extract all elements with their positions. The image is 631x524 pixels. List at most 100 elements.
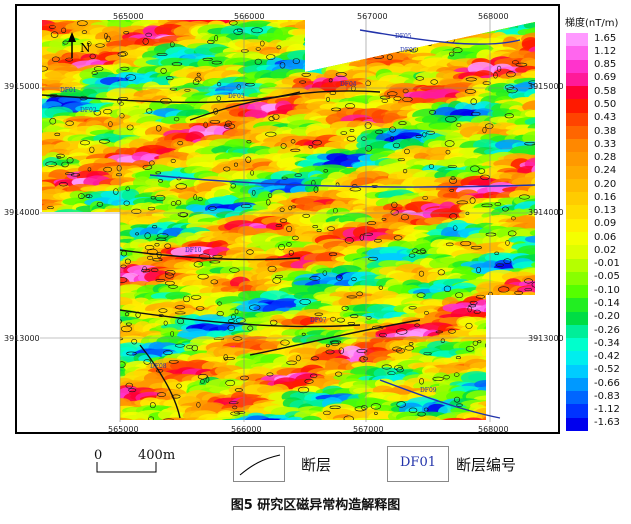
fault-code-sample: DF01 — [400, 455, 436, 470]
colorbar-value: 0.85 — [594, 59, 617, 71]
colorbar-value: 0.58 — [594, 85, 617, 97]
colorbar-labels: 1.65 1.12 0.85 0.69 0.58 0.50 0.43 0.38 0.33 0.28… — [594, 33, 631, 431]
colorbar-value: 0.24 — [594, 165, 617, 177]
fault-line — [379, 379, 501, 419]
colorbar-swatch — [566, 245, 588, 260]
colorbar-swatch — [566, 351, 588, 366]
y-tick-right-3: 3913000 — [528, 334, 564, 343]
y-tick-left-3: 3913000 — [4, 334, 40, 343]
colorbar-value: -0.14 — [594, 297, 620, 309]
colorbar-swatch — [566, 391, 588, 405]
colorbar-swatch — [566, 33, 588, 47]
fault-label: DF04 — [340, 81, 357, 88]
fault-label: DF10 — [185, 247, 202, 254]
colorbar-swatch — [566, 285, 588, 299]
colorbar-swatch — [566, 364, 588, 379]
colorbar-swatch — [566, 404, 588, 419]
fault-label: DF09 — [420, 387, 437, 394]
colorbar-value: -0.52 — [594, 364, 620, 376]
colorbar-value: -0.20 — [594, 311, 620, 323]
y-tick-right-2: 3914000 — [528, 208, 564, 217]
colorbar-value: -0.83 — [594, 390, 620, 402]
fault-line — [119, 309, 361, 328]
scale-bar — [96, 462, 157, 473]
colorbar-value: 0.13 — [594, 205, 617, 217]
x-tick-bottom-3: 567000 — [353, 425, 384, 434]
colorbar-swatch — [566, 338, 588, 352]
colorbar-value: -1.12 — [594, 404, 620, 416]
colorbar-swatch — [566, 218, 588, 233]
colorbar-value: 0.02 — [594, 244, 617, 256]
colorbar-swatch — [566, 139, 588, 153]
colorbar-value: -0.05 — [594, 271, 620, 283]
colorbar-value: 0.50 — [594, 98, 617, 110]
fault-label: DF07 — [310, 317, 327, 324]
colorbar-swatch — [566, 59, 588, 74]
colorbar-swatch — [566, 86, 588, 100]
colorbar-swatch — [566, 311, 588, 326]
colorbar-value: 0.06 — [594, 231, 617, 243]
colorbar-value: 0.09 — [594, 218, 617, 230]
x-tick-top-2: 566000 — [234, 12, 265, 21]
colorbar-swatch — [566, 271, 588, 286]
colorbar-value: 0.33 — [594, 138, 617, 150]
colorbar-swatch — [566, 46, 588, 61]
fault-lines: DF01 DF02 DF03 DF04 DF05 DF06 DF07 DF08 DF09 DF10 — [41, 29, 536, 419]
colorbar-value: 1.65 — [594, 32, 617, 44]
figure-caption: 图5 研究区磁异常构造解释图 — [230, 498, 401, 513]
colorbar-swatch — [566, 417, 588, 432]
colorbar-value: -0.42 — [594, 351, 620, 363]
fault-line — [189, 90, 381, 121]
scale-zero-label: 0 — [94, 448, 103, 463]
coordinate-grid — [40, 18, 540, 422]
fault-line — [139, 344, 181, 419]
fault-label: DF02 — [80, 107, 97, 114]
fault-label: DF08 — [150, 363, 167, 370]
x-tick-bottom-1: 565000 — [108, 425, 139, 434]
colorbar-value: -0.26 — [594, 324, 620, 336]
fault-label: DF03 — [228, 93, 245, 100]
colorbar-value: 0.16 — [594, 191, 617, 203]
x-tick-top-4: 568000 — [478, 12, 509, 21]
anomaly-raster — [42, 20, 535, 420]
fault-code-legend-label: 断层编号 — [456, 456, 517, 474]
y-tick-right-1: 3915000 — [528, 82, 564, 91]
colorbar-value: -0.34 — [594, 337, 620, 349]
colorbar-value: 0.69 — [594, 72, 617, 84]
colorbar-value: -0.01 — [594, 258, 620, 270]
north-arrow: N — [68, 32, 91, 58]
x-tick-top-3: 567000 — [357, 12, 388, 21]
y-tick-left-1: 3915000 — [4, 82, 40, 91]
fault-label: DF06 — [400, 47, 417, 54]
fault-line — [149, 174, 536, 188]
colorbar-value: 0.43 — [594, 112, 617, 124]
colorbar-value: 1.12 — [594, 45, 617, 57]
legend: 0 400m 断层 DF01 断层编号 — [0, 440, 631, 490]
colorbar-value: 0.28 — [594, 152, 617, 164]
colorbar-swatch — [566, 377, 588, 392]
north-label: N — [80, 41, 91, 55]
scale-value-label: 400m — [138, 448, 176, 463]
colorbar-swatch — [566, 232, 588, 246]
x-tick-bottom-2: 566000 — [231, 425, 262, 434]
colorbar-title: 梯度(nT/m) — [565, 18, 619, 29]
fault-legend-label: 断层 — [301, 456, 332, 474]
colorbar — [566, 33, 588, 432]
magnetic-anomaly-map: DF01 DF02 DF03 DF04 DF05 DF06 DF07 DF08 DF09 DF10… — [40, 18, 540, 422]
colorbar-swatch — [566, 112, 588, 127]
fault-line — [359, 29, 521, 45]
colorbar-swatch — [566, 192, 588, 206]
fault-symbol-box — [233, 446, 285, 482]
fault-line — [249, 319, 421, 356]
fault-symbol-icon — [239, 454, 281, 476]
colorbar-swatch — [566, 152, 588, 167]
colorbar-swatch — [566, 205, 588, 220]
fault-label: DF01 — [60, 87, 77, 94]
colorbar-swatch — [566, 178, 588, 193]
fault-code-box: DF01 — [387, 446, 449, 482]
colorbar-swatch — [566, 324, 588, 339]
colorbar-swatch — [566, 298, 588, 313]
colorbar-swatch — [566, 99, 588, 114]
fault-line — [119, 249, 301, 261]
colorbar-swatch — [566, 165, 588, 180]
